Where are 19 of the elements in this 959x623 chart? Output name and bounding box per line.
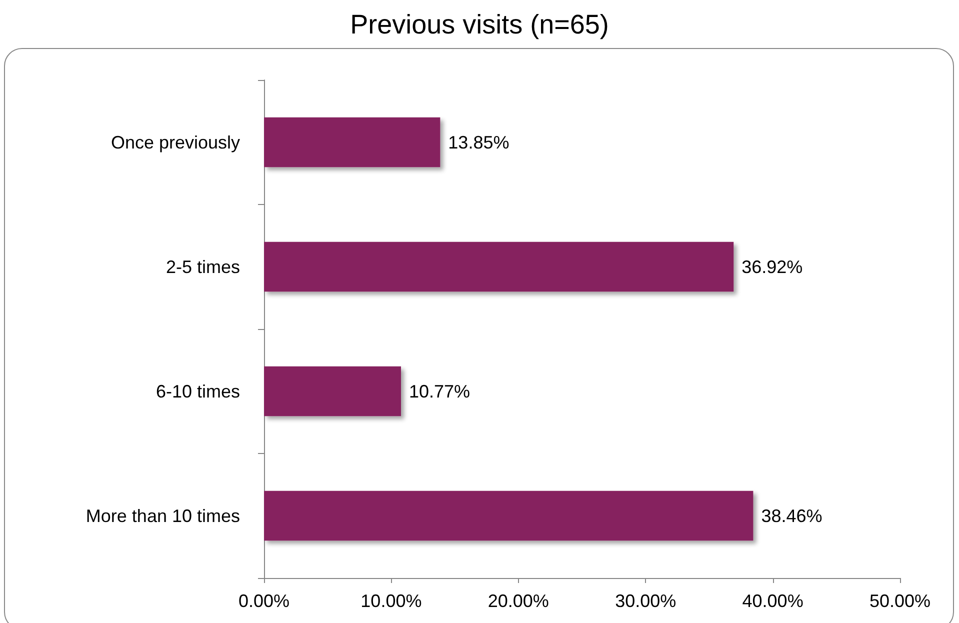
y-tick-label: 6-10 times	[156, 381, 240, 402]
x-tick-label: 30.00%	[615, 591, 676, 611]
x-tick-label: 10.00%	[360, 591, 422, 611]
bar	[264, 366, 401, 416]
bar	[264, 490, 754, 541]
y-tick-label: Once previously	[110, 132, 240, 152]
data-label: 13.85%	[448, 132, 510, 152]
y-tick-label: More than 10 times	[86, 506, 240, 526]
y-tick-label: 2-5 times	[166, 256, 240, 277]
bar	[264, 242, 734, 292]
x-tick-label: 40.00%	[742, 591, 804, 611]
x-tick-label: 20.00%	[488, 591, 549, 611]
x-tick-label: 50.00%	[869, 591, 931, 611]
data-label: 38.46%	[761, 506, 822, 526]
data-label: 36.92%	[742, 256, 803, 277]
bar	[264, 117, 440, 168]
chart-title: Previous visits (n=65)	[350, 10, 609, 40]
data-label: 10.77%	[408, 381, 470, 402]
x-tick-label: 0.00%	[238, 591, 290, 611]
